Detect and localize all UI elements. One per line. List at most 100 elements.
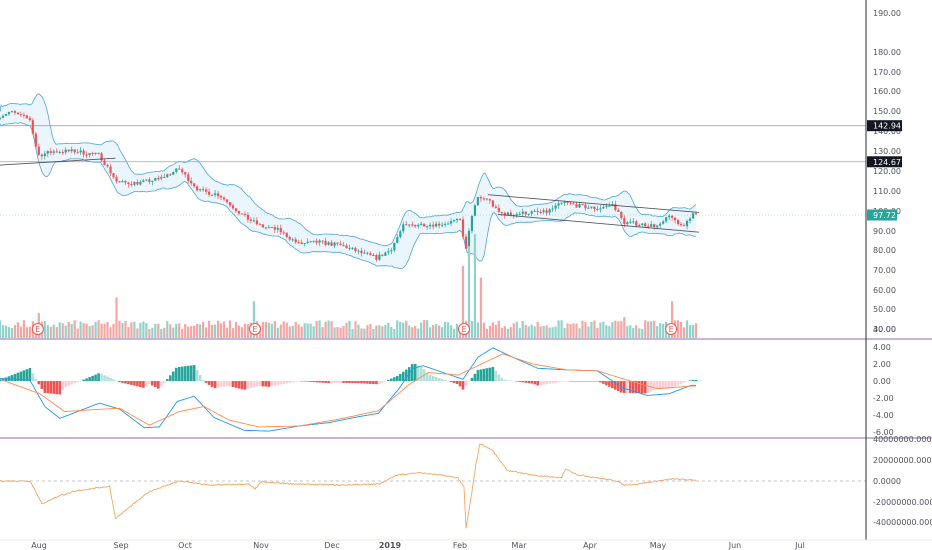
candle-body[interactable]: [676, 220, 680, 224]
candle-body[interactable]: [219, 196, 223, 198]
candle-body[interactable]: [166, 174, 169, 178]
candle-body[interactable]: [46, 151, 49, 154]
candle-body[interactable]: [668, 215, 671, 218]
trendline[interactable]: [0, 157, 116, 166]
earnings-marker[interactable]: E: [31, 323, 44, 335]
candle-body[interactable]: [76, 152, 79, 154]
candle-body[interactable]: [210, 194, 214, 196]
candle-body[interactable]: [548, 209, 551, 213]
candle-body[interactable]: [97, 152, 100, 154]
candle-body[interactable]: [542, 210, 545, 213]
candle-body[interactable]: [312, 240, 315, 242]
candle-body[interactable]: [351, 247, 354, 249]
candle-body[interactable]: [324, 240, 327, 245]
candle-body[interactable]: [222, 197, 226, 200]
cmf-pane[interactable]: [0, 443, 866, 529]
candle-body[interactable]: [662, 221, 665, 224]
candle-body[interactable]: [673, 217, 677, 221]
candle-body[interactable]: [467, 230, 471, 249]
candle-body[interactable]: [593, 206, 596, 209]
candle-body[interactable]: [345, 245, 348, 249]
candle-body[interactable]: [659, 223, 662, 226]
candle-body[interactable]: [252, 220, 256, 222]
level-price-badge[interactable]: 142.94: [867, 120, 902, 132]
candle-body[interactable]: [587, 207, 590, 209]
candle-body[interactable]: [88, 153, 91, 155]
candle-body[interactable]: [452, 220, 456, 222]
candle-body[interactable]: [524, 211, 527, 215]
earnings-marker[interactable]: E: [248, 323, 261, 335]
candle-body[interactable]: [327, 242, 330, 245]
candle-body[interactable]: [291, 239, 294, 241]
candle-body[interactable]: [476, 197, 480, 206]
candle-body[interactable]: [106, 165, 109, 167]
candle-body[interactable]: [61, 151, 64, 153]
candle-body[interactable]: [536, 210, 539, 212]
candle-body[interactable]: [124, 181, 127, 183]
candle-body[interactable]: [273, 227, 276, 230]
candle-body[interactable]: [133, 181, 136, 185]
candle-body[interactable]: [372, 255, 375, 257]
candle-body[interactable]: [118, 181, 121, 183]
candle-body[interactable]: [103, 160, 106, 166]
candle-body[interactable]: [91, 153, 94, 155]
candle-body[interactable]: [461, 219, 465, 237]
candle-body[interactable]: [566, 201, 569, 203]
candle-body[interactable]: [28, 118, 31, 121]
candle-body[interactable]: [246, 214, 250, 220]
candle-body[interactable]: [497, 207, 500, 213]
candle-body[interactable]: [142, 180, 145, 182]
candle-body[interactable]: [617, 210, 620, 212]
candle-body[interactable]: [390, 250, 393, 252]
candle-body[interactable]: [363, 252, 366, 254]
candle-body[interactable]: [64, 149, 67, 153]
candle-body[interactable]: [237, 211, 241, 214]
candle-body[interactable]: [527, 213, 530, 215]
candle-body[interactable]: [213, 193, 217, 196]
candle-body[interactable]: [605, 205, 608, 208]
price-pane[interactable]: [0, 93, 866, 270]
candle-body[interactable]: [688, 218, 692, 221]
candle-body[interactable]: [470, 215, 474, 231]
candle-body[interactable]: [399, 231, 402, 238]
candle-body[interactable]: [488, 199, 491, 201]
candle-body[interactable]: [599, 208, 602, 210]
candle-body[interactable]: [285, 232, 288, 238]
candle-body[interactable]: [375, 255, 378, 260]
candle-body[interactable]: [503, 212, 506, 216]
candle-body[interactable]: [187, 174, 190, 181]
candle-body[interactable]: [139, 181, 142, 185]
candle-body[interactable]: [169, 174, 172, 176]
candle-body[interactable]: [405, 224, 408, 226]
candle-body[interactable]: [420, 223, 423, 225]
candle-body[interactable]: [455, 218, 459, 221]
candle-body[interactable]: [145, 179, 148, 181]
candle-body[interactable]: [533, 210, 536, 212]
candle-body[interactable]: [596, 208, 599, 210]
candle-body[interactable]: [148, 179, 151, 182]
candle-body[interactable]: [482, 198, 486, 200]
candle-body[interactable]: [309, 241, 312, 243]
candle-body[interactable]: [578, 204, 581, 208]
candle-body[interactable]: [569, 202, 572, 204]
candle-body[interactable]: [500, 212, 503, 214]
candle-body[interactable]: [485, 198, 489, 200]
candle-body[interactable]: [333, 242, 336, 246]
last-price-badge[interactable]: 97.72: [867, 209, 897, 221]
candle-body[interactable]: [602, 207, 605, 209]
candle-body[interactable]: [151, 180, 154, 182]
candle-body[interactable]: [671, 215, 674, 218]
candle-body[interactable]: [381, 254, 384, 256]
candle-body[interactable]: [584, 204, 587, 209]
candle-body[interactable]: [199, 189, 202, 191]
candle-body[interactable]: [49, 151, 52, 153]
candle-body[interactable]: [276, 227, 279, 230]
candle-body[interactable]: [491, 200, 494, 207]
candle-body[interactable]: [435, 223, 438, 227]
candle-body[interactable]: [679, 223, 683, 226]
time-axis[interactable]: Aug Sep Oct Nov Dec 2019 Feb Mar Apr May Jun Jul: [0, 539, 932, 550]
candle-body[interactable]: [554, 205, 557, 209]
candle-body[interactable]: [16, 112, 20, 115]
candle-body[interactable]: [282, 232, 285, 234]
